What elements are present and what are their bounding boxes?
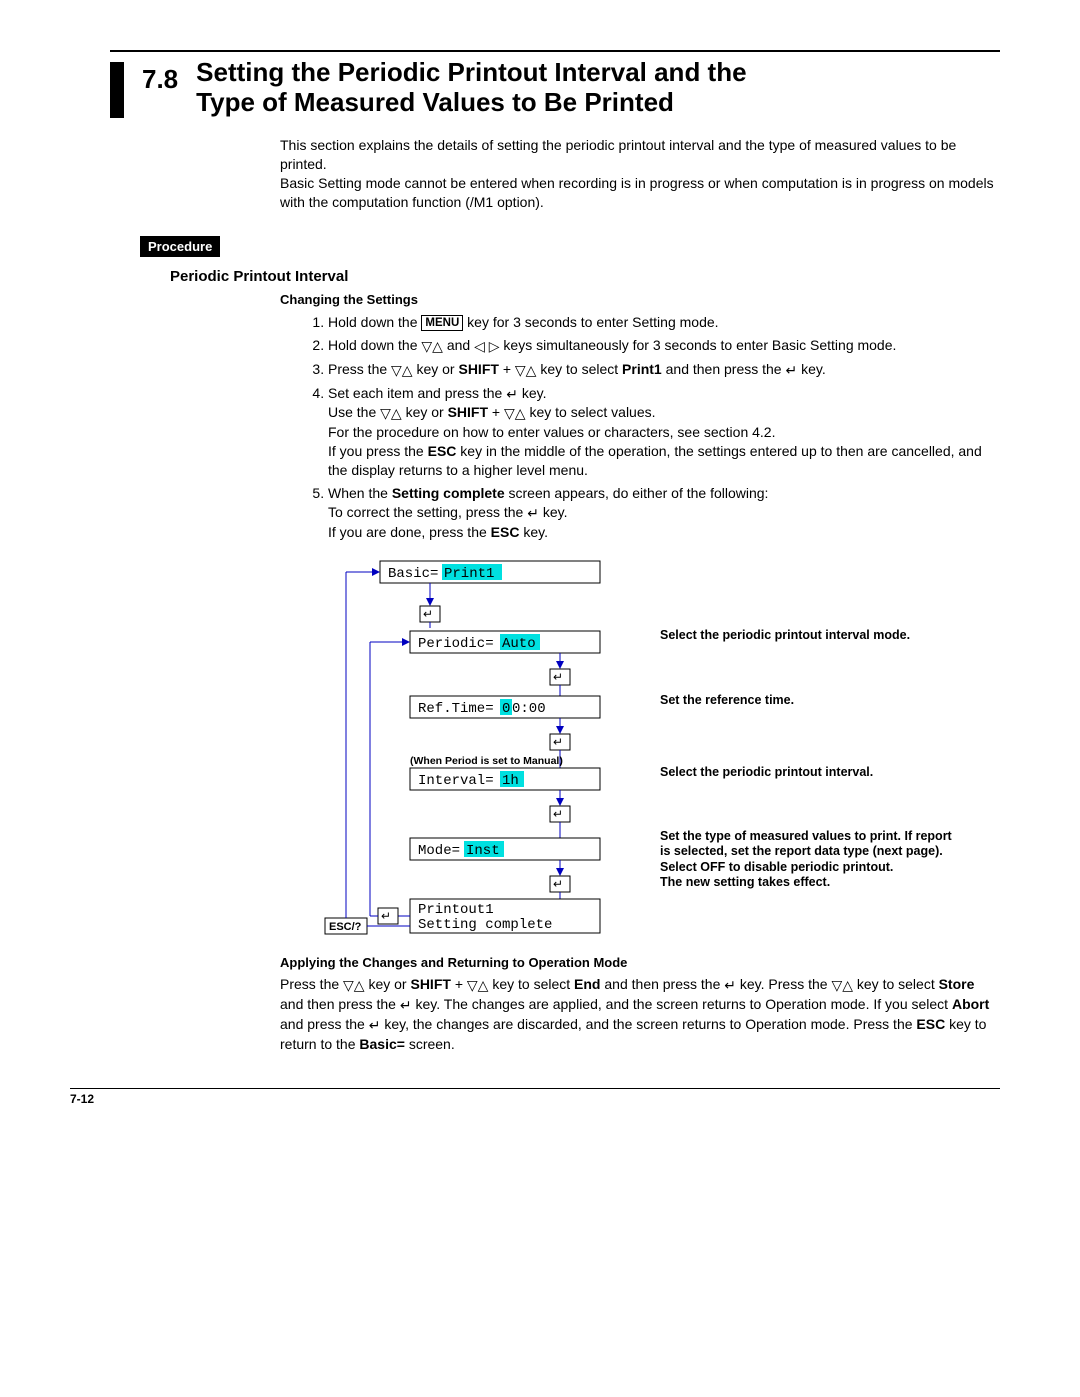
enter-icon: ↵ xyxy=(400,997,412,1013)
section-title: Setting the Periodic Printout Interval a… xyxy=(196,58,746,118)
svg-text:Periodic=: Periodic= xyxy=(418,636,494,652)
heading-periodic: Periodic Printout Interval xyxy=(170,267,1000,287)
svg-text:↵: ↵ xyxy=(553,877,563,891)
apply-paragraph: Press the ▽△ key or SHIFT + ▽△ key to se… xyxy=(280,975,1000,1054)
svg-text:Print1: Print1 xyxy=(444,566,494,582)
diagram-labels: Select the periodic printout interval mo… xyxy=(660,556,960,891)
svg-text:0: 0 xyxy=(502,701,510,717)
page-number: 7-12 xyxy=(70,1088,1000,1107)
enter-icon: ↵ xyxy=(506,386,518,402)
section-marker xyxy=(110,62,124,118)
down-up-icon: ▽△ xyxy=(391,362,413,378)
down-up-icon: ▽△ xyxy=(421,338,443,354)
svg-text:ESC/?: ESC/? xyxy=(329,921,362,933)
label-interval: Select the periodic printout interval. xyxy=(660,765,960,781)
svg-text:0:00: 0:00 xyxy=(512,701,546,717)
step-4: Set each item and press the ↵ key. Use t… xyxy=(328,384,1000,480)
down-up-icon: ▽△ xyxy=(380,405,402,421)
down-up-icon: ▽△ xyxy=(504,405,526,421)
enter-icon: ↵ xyxy=(527,505,539,521)
svg-text:Inst: Inst xyxy=(466,843,500,859)
svg-text:↵: ↵ xyxy=(553,670,563,684)
down-up-icon: ▽△ xyxy=(831,977,853,993)
section-title-line1: Setting the Periodic Printout Interval a… xyxy=(196,57,746,87)
intro-block: This section explains the details of set… xyxy=(280,136,1000,212)
steps-list: Hold down the MENU key for 3 seconds to … xyxy=(300,313,1000,542)
svg-text:↵: ↵ xyxy=(423,607,433,621)
svg-text:Auto: Auto xyxy=(502,636,536,652)
step-1: Hold down the MENU key for 3 seconds to … xyxy=(328,313,1000,332)
intro-p2: Basic Setting mode cannot be entered whe… xyxy=(280,174,1000,212)
svg-text:Interval=: Interval= xyxy=(418,773,494,789)
heading-changing: Changing the Settings xyxy=(280,291,1000,309)
svg-text:Printout1: Printout1 xyxy=(418,902,494,918)
flow-diagram: .bx { fill:#fff; stroke:#000; stroke-wid… xyxy=(280,556,1000,936)
procedure-badge: Procedure xyxy=(140,236,220,258)
step-5: When the Setting complete screen appears… xyxy=(328,484,1000,542)
step-2: Hold down the ▽△ and ◁ ▷ keys simultaneo… xyxy=(328,336,1000,356)
diagram-svg: .bx { fill:#fff; stroke:#000; stroke-wid… xyxy=(280,556,650,936)
svg-text:Ref.Time=: Ref.Time= xyxy=(418,701,494,717)
top-rule xyxy=(110,50,1000,52)
section-title-line2: Type of Measured Values to Be Printed xyxy=(196,87,674,117)
down-up-icon: ▽△ xyxy=(515,362,537,378)
label-reftime: Set the reference time. xyxy=(660,693,960,709)
svg-text:Mode=: Mode= xyxy=(418,843,460,859)
label-mode: Set the type of measured values to print… xyxy=(660,829,960,876)
step-3: Press the ▽△ key or SHIFT + ▽△ key to se… xyxy=(328,360,1000,380)
svg-text:(When Period is set to Manual): (When Period is set to Manual) xyxy=(410,755,563,767)
svg-text:↵: ↵ xyxy=(553,735,563,749)
svg-text:1h: 1h xyxy=(502,773,519,789)
enter-icon: ↵ xyxy=(724,977,736,993)
menu-key-icon: MENU xyxy=(421,315,463,331)
intro-p1: This section explains the details of set… xyxy=(280,136,1000,174)
left-right-icon: ◁ ▷ xyxy=(474,338,499,354)
down-up-icon: ▽△ xyxy=(343,977,365,993)
svg-text:Basic=: Basic= xyxy=(388,566,438,582)
section-header: 7.8 Setting the Periodic Printout Interv… xyxy=(110,58,1000,118)
enter-icon: ↵ xyxy=(369,1017,381,1033)
enter-icon: ↵ xyxy=(786,362,798,378)
svg-text:↵: ↵ xyxy=(553,807,563,821)
label-complete: The new setting takes effect. xyxy=(660,875,960,891)
heading-applying: Applying the Changes and Returning to Op… xyxy=(280,954,1000,972)
svg-text:↵: ↵ xyxy=(381,909,391,923)
section-number: 7.8 xyxy=(142,62,178,97)
down-up-icon: ▽△ xyxy=(467,977,489,993)
label-periodic: Select the periodic printout interval mo… xyxy=(660,628,960,644)
svg-text:Setting complete: Setting complete xyxy=(418,917,552,933)
